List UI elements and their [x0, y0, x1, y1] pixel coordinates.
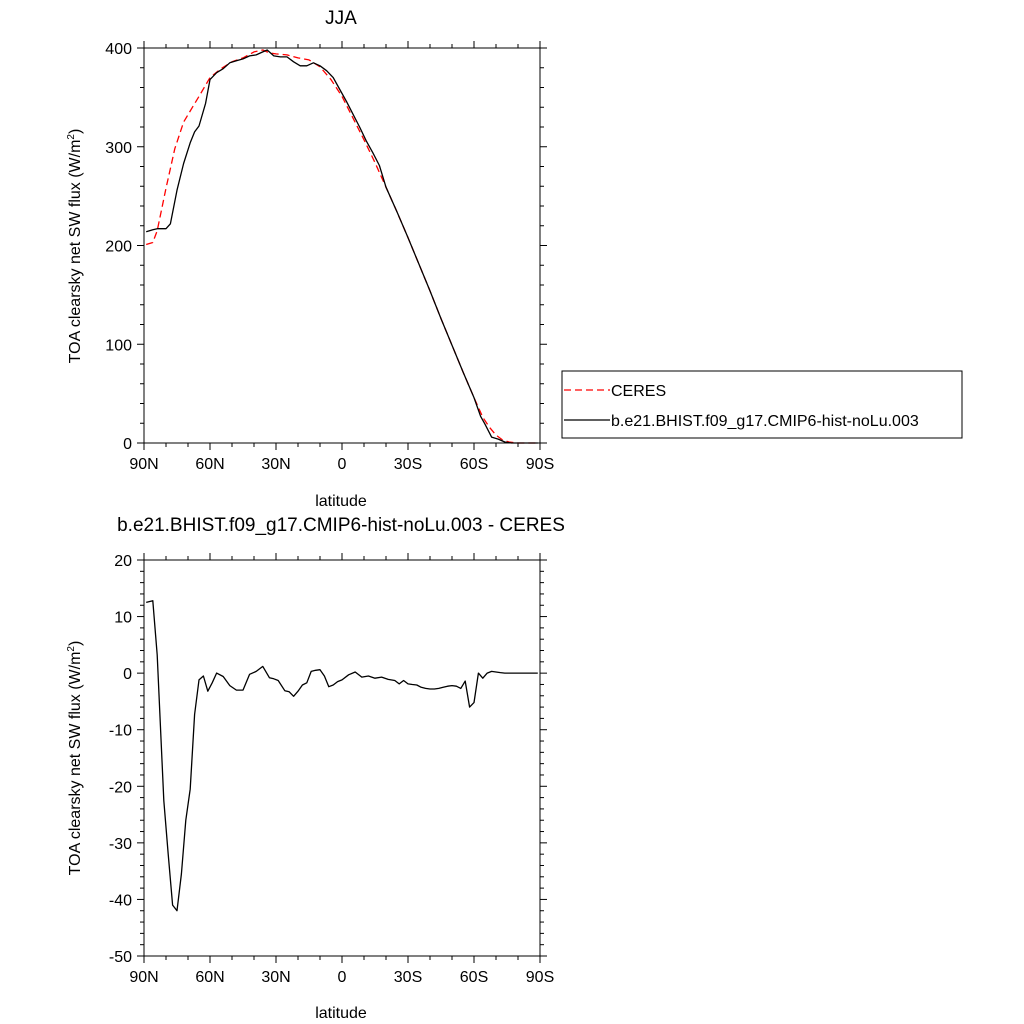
top-chart-tick-labels: 90N 60N 30N 0 30S 60S 90S 0 100 200 300 400	[105, 41, 554, 473]
top-chart-title: JJA	[325, 8, 357, 29]
bot-y-tick-label: -20	[109, 779, 132, 796]
top-x-tick-label: 0	[338, 456, 347, 473]
bottom-chart-x-axis-label: latitude	[315, 1005, 367, 1022]
bottom-chart-title: b.e21.BHIST.f09_g17.CMIP6-hist-noLu.003 …	[117, 515, 565, 536]
top-x-tick-label: 30S	[394, 456, 422, 473]
top-chart: JJA 90N 60N 30N 0 30S 60S 90S 0 100 200 300 400 lat…	[66, 8, 963, 510]
bot-y-tick-label: -50	[109, 949, 132, 966]
bot-x-tick-label: 90S	[526, 969, 554, 986]
bottom-chart-y-axis-label: TOA clearsky net SW flux (W/m2)	[66, 641, 84, 876]
top-chart-series	[146, 49, 538, 444]
bot-y-tick-label: -10	[109, 723, 132, 740]
legend-label-ceres: CERES	[611, 383, 666, 400]
bottom-chart-series	[146, 600, 538, 912]
bottom-chart-ticks	[137, 553, 547, 963]
top-series-line-ceres	[146, 49, 538, 444]
top-chart-y-axis-label: TOA clearsky net SW flux (W/m2)	[66, 129, 84, 364]
top-y-label-superscript: 2	[66, 134, 77, 140]
top-chart-ticks	[137, 41, 547, 450]
bot-x-tick-label: 30S	[394, 969, 422, 986]
top-x-tick-label: 30N	[261, 456, 290, 473]
top-x-tick-label: 90N	[129, 456, 158, 473]
top-y-tick-label: 0	[123, 436, 132, 453]
bot-y-tick-label: -30	[109, 836, 132, 853]
top-chart-frame	[143, 47, 541, 444]
bottom-chart-tick-labels: 90N 60N 30N 0 30S 60S 90S -50 -40 -30 -20 -10 0 10 20	[109, 553, 554, 986]
bot-y-tick-label: -40	[109, 892, 132, 909]
bottom-y-label-superscript: 2	[66, 646, 77, 652]
bot-x-tick-label: 0	[338, 969, 347, 986]
bottom-chart: b.e21.BHIST.f09_g17.CMIP6-hist-noLu.003 …	[66, 515, 565, 1022]
top-chart-x-axis-label: latitude	[315, 493, 367, 510]
top-y-tick-label: 200	[105, 239, 132, 256]
chart-legend: CERES b.e21.BHIST.f09_g17.CMIP6-hist-noL…	[561, 370, 963, 439]
bottom-y-label-close: )	[67, 641, 84, 646]
bot-y-tick-label: 20	[114, 553, 132, 570]
top-x-tick-label: 60S	[460, 456, 488, 473]
bot-x-tick-label: 90N	[129, 969, 158, 986]
bot-y-tick-label: 0	[123, 666, 132, 683]
top-x-tick-label: 60N	[195, 456, 224, 473]
top-y-label-main: TOA clearsky net SW flux (W/m	[67, 140, 84, 364]
bottom-y-label-main: TOA clearsky net SW flux (W/m	[67, 652, 84, 876]
top-x-tick-label: 90S	[526, 456, 554, 473]
bot-series-line-model	[146, 600, 538, 912]
bot-x-tick-label: 30N	[261, 969, 290, 986]
bottom-chart-frame	[143, 559, 541, 957]
bot-x-tick-label: 60N	[195, 969, 224, 986]
legend-label-model: b.e21.BHIST.f09_g17.CMIP6-hist-noLu.003	[611, 413, 919, 430]
bot-y-tick-label: 10	[114, 610, 132, 627]
top-y-label-close: )	[67, 129, 84, 134]
bot-x-tick-label: 60S	[460, 969, 488, 986]
top-series-line-model	[146, 49, 538, 444]
top-y-tick-label: 100	[105, 337, 132, 354]
top-y-tick-label: 300	[105, 140, 132, 157]
top-y-tick-label: 400	[105, 41, 132, 58]
legend-box	[561, 370, 963, 439]
